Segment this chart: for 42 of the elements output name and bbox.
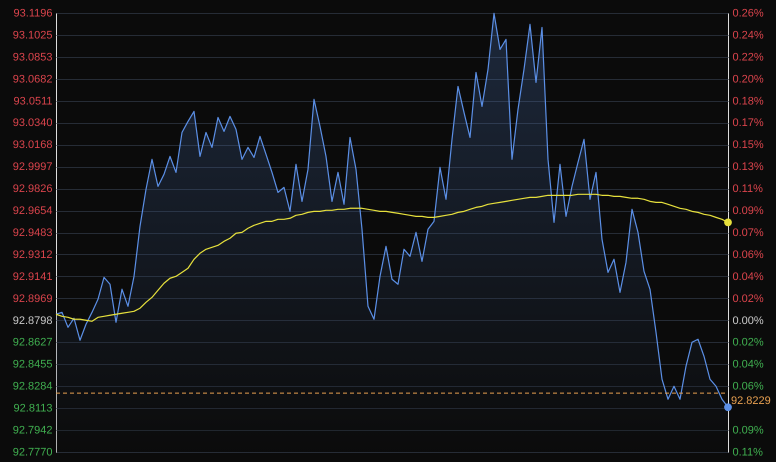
y2-tick-label: 0.11% (732, 446, 764, 458)
y2-tick-label: 0.02% (732, 292, 764, 305)
y2-tick-label: 0.18% (732, 95, 764, 108)
y2-tick-label: 0.06% (732, 380, 764, 393)
y2-tick-label: 0.13% (732, 161, 764, 174)
y-tick-label: 93.1196 (14, 8, 52, 20)
y-tick-label: 92.9312 (12, 248, 52, 261)
y-tick-label: 93.0511 (14, 95, 52, 108)
y-tick-label: 92.9141 (12, 270, 52, 283)
y2-tick-label: 0.09% (732, 424, 764, 436)
y-tick-label: 92.7770 (12, 446, 52, 458)
y2-tick-label: 0.17% (732, 117, 764, 130)
ref-line-label: 92.8229 (731, 395, 771, 408)
y2-tick-label: 0.06% (732, 248, 764, 261)
y2-tick-label: 0.22% (732, 51, 764, 64)
y2-tick-label: 0.02% (732, 336, 764, 349)
y-tick-label: 92.8455 (12, 358, 52, 371)
y-tick-label: 92.9997 (12, 161, 52, 174)
y-tick-label: 93.0340 (12, 117, 52, 130)
y2-tick-label: 0.11% (732, 183, 764, 196)
y2-tick-label: 0.00% (732, 314, 764, 327)
y-tick-label: 93.0853 (12, 51, 52, 64)
y2-tick-label: 0.20% (732, 73, 764, 86)
y-tick-label: 92.8113 (14, 402, 52, 415)
y-tick-label: 92.9826 (12, 183, 52, 196)
y2-tick-label: 0.24% (732, 30, 764, 42)
y-tick-label: 93.0682 (12, 73, 52, 86)
y2-tick-label: 0.15% (732, 139, 764, 152)
y-tick-label: 92.9654 (12, 205, 52, 218)
y-tick-label: 92.9483 (12, 227, 52, 239)
y2-tick-label: 0.07% (732, 226, 764, 239)
y2-tick-label: 0.09% (732, 205, 764, 218)
y2-tick-label: 0.26% (732, 8, 764, 20)
y-tick-label: 92.8798 (12, 314, 52, 327)
y-tick-label: 92.8627 (12, 336, 52, 349)
y2-tick-label: 0.04% (732, 358, 764, 371)
y-tick-label: 92.7942 (12, 424, 52, 436)
y-tick-label: 93.1025 (12, 29, 52, 42)
y-tick-label: 92.8284 (12, 380, 52, 393)
y2-tick-label: 0.04% (732, 270, 764, 283)
y-tick-label: 93.0168 (12, 139, 52, 152)
y-tick-label: 92.8969 (12, 292, 52, 305)
